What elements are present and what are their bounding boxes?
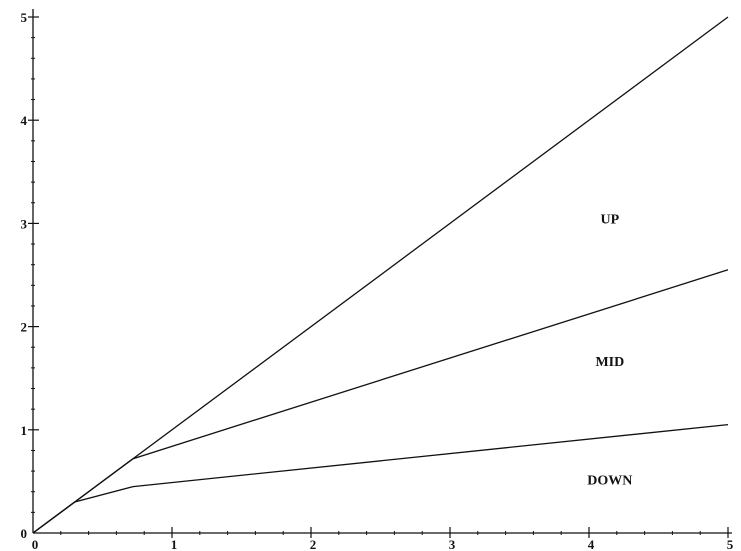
x-tick-label: 2: [310, 537, 317, 551]
x-tick-label: 3: [449, 537, 456, 551]
axis-ticks: 0 1 2 3 4 5 0 1 2 3 4 5: [21, 10, 734, 551]
region-labels: UP MID DOWN: [587, 212, 632, 488]
axes: [32, 9, 732, 534]
y-tick-label: 5: [21, 10, 28, 25]
y-tick-label: 3: [21, 216, 28, 231]
x-tick-label: 0: [32, 537, 39, 551]
boundary-line-1: [32, 16, 729, 534]
x-tick-label: 1: [171, 537, 178, 551]
boundary-line-2: [32, 269, 729, 534]
y-tick-label: 2: [21, 320, 28, 335]
x-tick-label: 4: [588, 537, 595, 551]
boundary-line-3: [32, 423, 729, 534]
y-tick-label: 4: [21, 113, 28, 128]
boundary-lines: [32, 16, 729, 534]
y-tick-label: 1: [21, 423, 28, 438]
region-label-up: UP: [601, 212, 620, 227]
region-label-down: DOWN: [587, 473, 632, 488]
y-tick-label: 0: [21, 526, 28, 541]
x-tick-label: 5: [727, 537, 734, 551]
region-label-mid: MID: [595, 355, 624, 370]
